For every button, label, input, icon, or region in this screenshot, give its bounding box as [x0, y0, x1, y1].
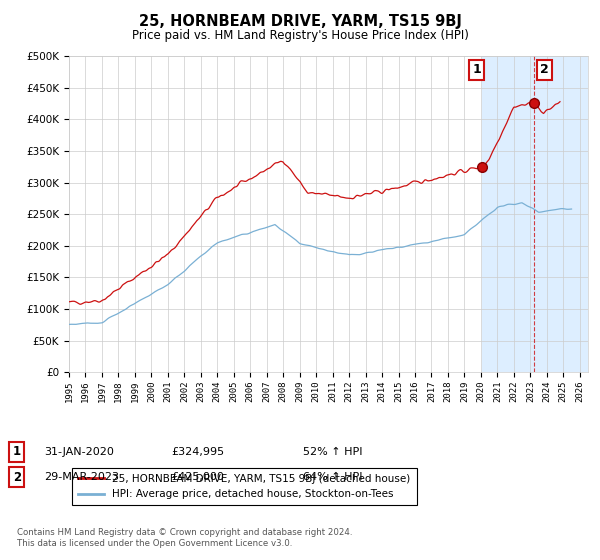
Bar	[535, 56, 588, 372]
Text: 31-JAN-2020: 31-JAN-2020	[44, 447, 113, 457]
Text: 29-MAR-2023: 29-MAR-2023	[44, 472, 119, 482]
Text: Price paid vs. HM Land Registry's House Price Index (HPI): Price paid vs. HM Land Registry's House …	[131, 29, 469, 42]
Text: 25, HORNBEAM DRIVE, YARM, TS15 9BJ: 25, HORNBEAM DRIVE, YARM, TS15 9BJ	[139, 14, 461, 29]
Text: Contains HM Land Registry data © Crown copyright and database right 2024.
This d: Contains HM Land Registry data © Crown c…	[17, 528, 352, 548]
Text: 2: 2	[13, 470, 21, 484]
Text: 52% ↑ HPI: 52% ↑ HPI	[303, 447, 362, 457]
Legend: 25, HORNBEAM DRIVE, YARM, TS15 9BJ (detached house), HPI: Average price, detache: 25, HORNBEAM DRIVE, YARM, TS15 9BJ (deta…	[71, 468, 417, 506]
Text: £425,000: £425,000	[171, 472, 224, 482]
Text: £324,995: £324,995	[171, 447, 224, 457]
Text: 1: 1	[13, 445, 21, 459]
Text: 1: 1	[472, 63, 481, 76]
Text: 64% ↑ HPI: 64% ↑ HPI	[303, 472, 362, 482]
Text: 2: 2	[540, 63, 549, 76]
Bar	[482, 56, 588, 372]
